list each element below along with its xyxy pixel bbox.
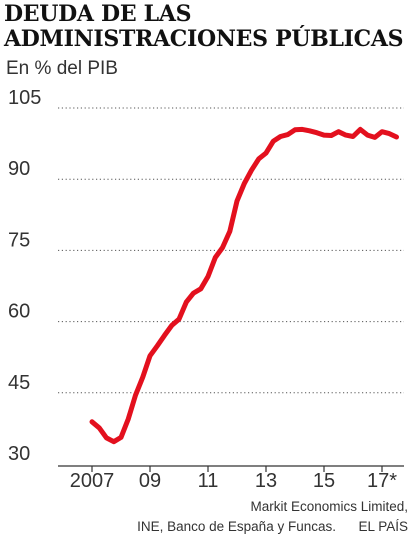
y-tick-label-105: 105 bbox=[8, 87, 41, 109]
x-tick-label-2007: 2007 bbox=[70, 470, 115, 492]
gridlines bbox=[58, 107, 404, 394]
y-tick-label-75: 75 bbox=[8, 229, 30, 251]
chart-subtitle: En % del PIB bbox=[6, 58, 118, 79]
source-note: Markit Economics Limited, INE, Banco de … bbox=[137, 497, 408, 537]
x-tick-label-2009: 09 bbox=[139, 470, 161, 492]
x-tick-label-2013: 13 bbox=[255, 470, 277, 492]
y-tick-label-45: 45 bbox=[8, 372, 30, 394]
chart-title-line-1: DEUDA DE LAS bbox=[4, 1, 192, 27]
chart-title-line-2: ADMINISTRACIONES PÚBLICAS bbox=[4, 26, 404, 52]
x-tick-label-2011: 11 bbox=[198, 470, 219, 492]
y-tick-label-30: 30 bbox=[8, 443, 30, 465]
y-tick-label-90: 90 bbox=[8, 158, 30, 180]
x-tick-label-2017: 17* bbox=[367, 470, 397, 492]
x-axis: 2007 09 11 13 15 17* bbox=[58, 465, 404, 492]
y-tick-label-60: 60 bbox=[8, 301, 30, 323]
chart-title: DEUDA DE LAS ADMINISTRACIONES PÚBLICAS bbox=[4, 2, 404, 52]
source-line-1: Markit Economics Limited, bbox=[250, 499, 408, 514]
series-layer bbox=[89, 126, 399, 445]
y-axis-ticks: 105 90 75 60 45 30 bbox=[8, 87, 41, 465]
x-tick-label-2015: 15 bbox=[313, 470, 335, 492]
series-line-0 bbox=[89, 126, 399, 445]
source-line-2: INE, Banco de España y Funcas. EL PAÍS bbox=[137, 519, 408, 534]
